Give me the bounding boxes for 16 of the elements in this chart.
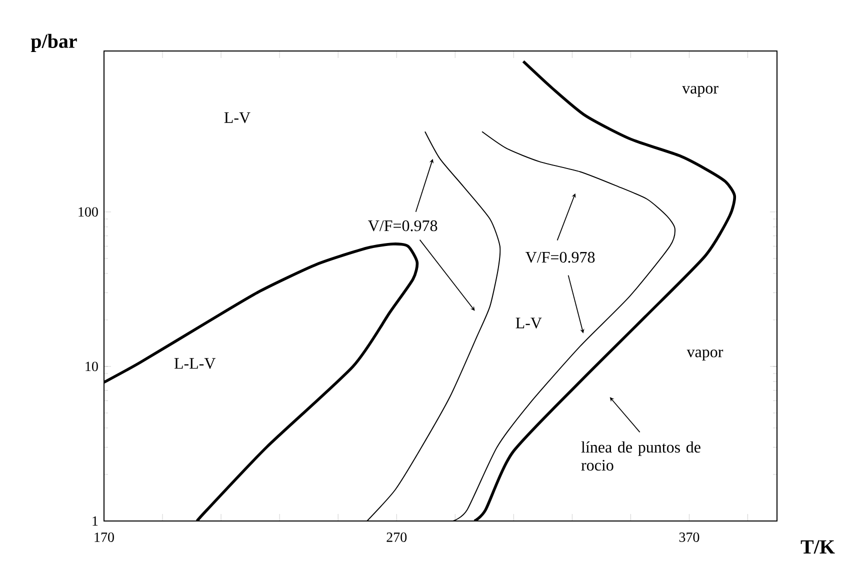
annotation: V/F=0.978 xyxy=(368,220,438,232)
annotation: línea de puntos de rocio xyxy=(581,441,700,471)
x-tick-label: 270 xyxy=(386,532,407,542)
y-tick-label: 10 xyxy=(86,362,98,372)
annotation: vapor xyxy=(686,350,724,361)
y-tick-label: 1 xyxy=(92,516,98,526)
annotation: L-V xyxy=(516,318,542,328)
x-axis-title: T/K xyxy=(800,540,835,554)
y-tick-label: 100 xyxy=(78,207,98,217)
y-axis-title: p/bar xyxy=(30,34,77,52)
annotation: L-L-V xyxy=(174,358,216,369)
x-tick-label: 170 xyxy=(94,532,114,542)
annotation: L-V xyxy=(224,112,250,124)
x-tick-label: 370 xyxy=(679,532,700,542)
annotation: vapor xyxy=(682,86,718,97)
annotation: V/F=0.978 xyxy=(526,252,595,263)
